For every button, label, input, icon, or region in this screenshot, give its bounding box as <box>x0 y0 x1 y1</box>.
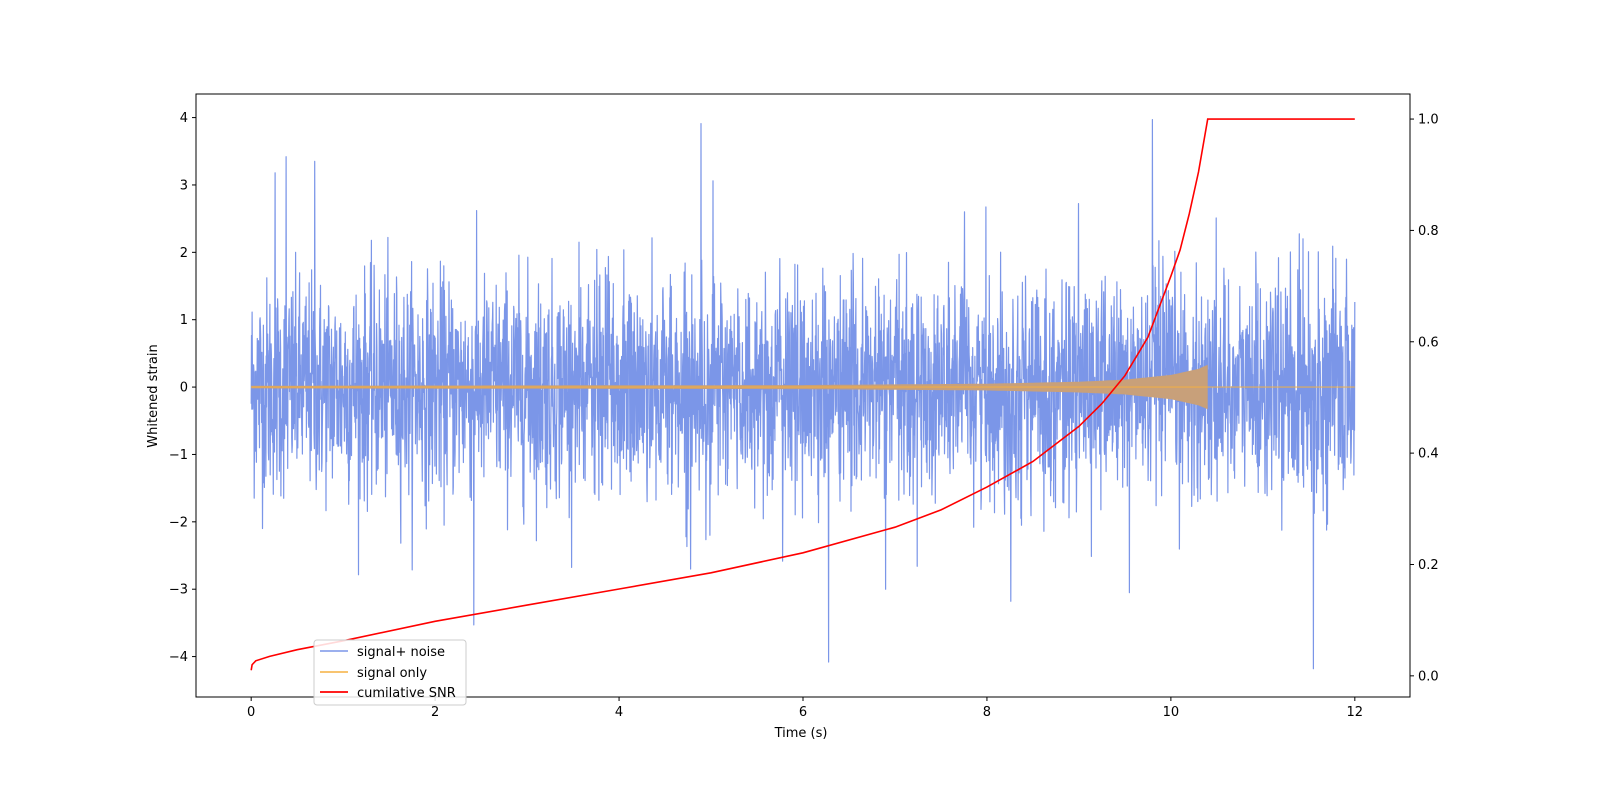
y2-tick-label: 0.4 <box>1418 447 1439 462</box>
y-tick-label: 2 <box>180 246 188 261</box>
y-tick-label: 3 <box>180 178 188 193</box>
y-tick-label: −3 <box>169 583 188 598</box>
y2-tick-label: 0.2 <box>1418 558 1439 573</box>
y2-axis-ticks: 0.0 0.2 0.4 0.6 0.8 1.0 <box>1410 113 1439 684</box>
y-tick-label: −1 <box>169 448 188 463</box>
y-tick-label: 0 <box>180 381 188 396</box>
y-axis-ticks: −4 −3 −2 −1 0 1 2 3 4 <box>169 111 196 665</box>
legend: signal+ noise signal only cumilative SNR <box>313 639 467 706</box>
y-tick-label: 4 <box>180 111 188 126</box>
legend-label-cumulative-snr: cumilative SNR <box>357 686 456 701</box>
y2-tick-label: 1.0 <box>1418 113 1439 128</box>
x-tick-label: 10 <box>1163 705 1180 720</box>
plot-area <box>250 118 1356 671</box>
series-cumulative-snr-line <box>250 118 1355 671</box>
y-axis-label: Whitened strain <box>146 344 161 447</box>
x-tick-label: 8 <box>983 705 991 720</box>
x-tick-label: 4 <box>615 705 623 720</box>
x-axis-label: Time (s) <box>774 726 828 741</box>
x-axis-ticks: 0 2 4 6 8 10 12 <box>247 697 1363 720</box>
legend-label-signal-noise: signal+ noise <box>357 645 445 660</box>
x-tick-label: 12 <box>1347 705 1364 720</box>
x-tick-label: 6 <box>799 705 807 720</box>
legend-frame <box>313 639 467 706</box>
x-tick-label: 2 <box>431 705 439 720</box>
y2-tick-label: 0.8 <box>1418 224 1439 239</box>
y2-tick-label: 0.6 <box>1418 335 1439 350</box>
y-tick-label: −2 <box>169 515 188 530</box>
y-tick-label: −4 <box>169 650 188 665</box>
x-tick-label: 0 <box>247 705 255 720</box>
series-signal-noise-line <box>250 118 1356 670</box>
y2-tick-label: 0.0 <box>1418 669 1439 684</box>
y-tick-label: 1 <box>180 313 188 328</box>
legend-label-signal-only: signal only <box>357 666 427 681</box>
